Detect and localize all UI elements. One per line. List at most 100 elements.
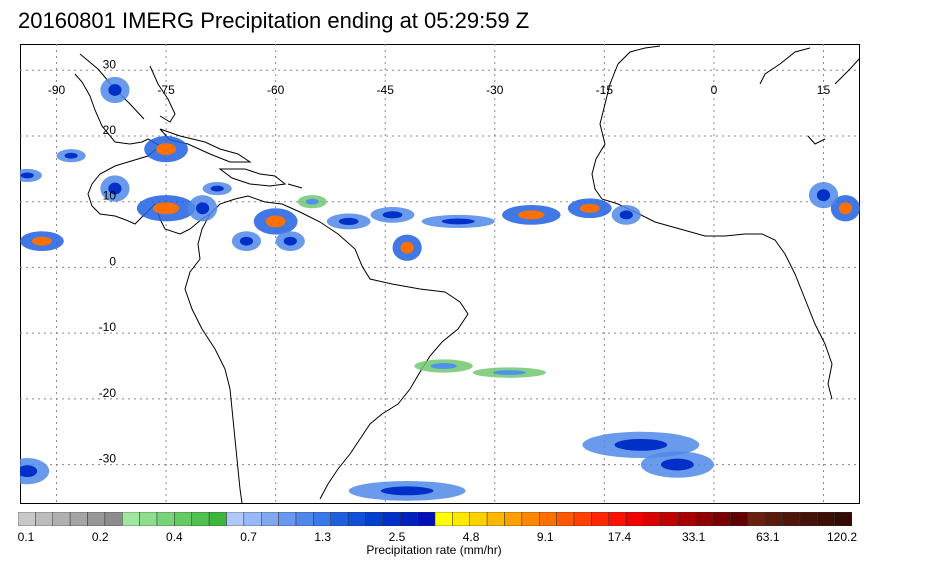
coastlines bbox=[74, 45, 860, 504]
precipitation-field bbox=[20, 76, 860, 501]
lat-tick-label: -30 bbox=[99, 452, 117, 466]
colorbar-swatch bbox=[643, 512, 662, 526]
precip-core bbox=[838, 202, 852, 215]
precip-core bbox=[152, 202, 180, 215]
precip-core bbox=[210, 185, 224, 192]
colorbar-swatch bbox=[469, 512, 488, 526]
colorbar-swatch bbox=[625, 512, 644, 526]
precip-core bbox=[283, 236, 297, 246]
colorbar-label: 2.5 bbox=[388, 530, 406, 544]
precip-core bbox=[518, 210, 545, 220]
colorbar-swatch bbox=[712, 512, 731, 526]
precip-core bbox=[660, 458, 694, 471]
colorbar-swatch bbox=[400, 512, 418, 526]
colorbar-swatch bbox=[226, 512, 245, 526]
gridlines bbox=[20, 44, 860, 504]
colorbar-label: 4.8 bbox=[462, 530, 480, 544]
colorbar-swatch bbox=[295, 512, 314, 526]
colorbar-swatch bbox=[174, 512, 192, 526]
precipitation-map[interactable]: -90 -75 -60 -45 -30 -15 0 15 30 20 10 0 -10 -20 -30 bbox=[20, 44, 860, 504]
precip-core bbox=[382, 211, 403, 219]
precip-core bbox=[32, 236, 52, 246]
precip-core bbox=[380, 486, 434, 496]
precip-core bbox=[20, 465, 38, 478]
colorbar-label: 1.3 bbox=[314, 530, 332, 544]
colorbar-label: 120.2 bbox=[826, 530, 858, 544]
precip-core bbox=[265, 215, 286, 228]
axis-tick-labels: -90 -75 -60 -45 -30 -15 0 15 30 20 10 0 -10 -20 -30 bbox=[48, 57, 831, 465]
precip-core bbox=[239, 236, 254, 246]
lon-tick-label: -45 bbox=[377, 83, 395, 97]
precip-core bbox=[579, 203, 600, 213]
colorbar-title: Precipitation rate (mm/hr) bbox=[366, 543, 502, 557]
colorbar-swatch bbox=[104, 512, 123, 526]
lon-tick-label: -75 bbox=[157, 83, 175, 97]
colorbar-swatch bbox=[817, 512, 835, 526]
lon-tick-label: 15 bbox=[817, 83, 831, 97]
lat-tick-label: 0 bbox=[109, 254, 116, 268]
precip-core bbox=[108, 84, 122, 96]
lat-tick-label: -20 bbox=[99, 386, 117, 400]
colorbar-swatch bbox=[486, 512, 505, 526]
lat-tick-label: 30 bbox=[103, 57, 117, 71]
colorbar-swatch bbox=[834, 512, 852, 526]
colorbar-swatch bbox=[122, 512, 140, 526]
colorbar-label: 0.1 bbox=[17, 530, 35, 544]
map-frame bbox=[20, 44, 860, 504]
colorbar-swatch bbox=[434, 512, 453, 526]
precip-core bbox=[619, 210, 633, 220]
colorbar-label: 0.7 bbox=[240, 530, 257, 544]
precip-core bbox=[156, 143, 176, 156]
lon-tick-label: -90 bbox=[48, 83, 66, 97]
lat-tick-label: 10 bbox=[103, 189, 117, 203]
colorbar-swatch bbox=[608, 512, 627, 526]
colorbar-swatch bbox=[243, 512, 262, 526]
colorbar-swatch bbox=[747, 512, 766, 526]
lat-tick-label: -10 bbox=[99, 320, 117, 334]
lon-tick-label: -30 bbox=[486, 83, 504, 97]
colorbar-labels: 0.1 0.2 0.4 0.7 1.3 2.5 4.8 9.1 17.4 33.1 63.1 120.… bbox=[0, 530, 944, 544]
colorbar-swatch bbox=[139, 512, 158, 526]
colorbar-label: 63.1 bbox=[756, 530, 780, 544]
lon-tick-label: -15 bbox=[596, 83, 614, 97]
colorbar-swatch bbox=[730, 512, 748, 526]
lon-tick-label: 0 bbox=[711, 83, 718, 97]
colorbar-swatch bbox=[52, 512, 71, 526]
colorbar-swatch bbox=[191, 512, 210, 526]
colorbar-label: 33.1 bbox=[681, 530, 706, 544]
map-title: 20160801 IMERG Precipitation ending at 0… bbox=[18, 8, 530, 33]
colorbar-swatch bbox=[417, 512, 436, 526]
colorbar-swatch bbox=[764, 512, 783, 526]
colorbar-swatch bbox=[695, 512, 714, 526]
colorbar-label: 9.1 bbox=[536, 530, 554, 544]
precip-core bbox=[492, 370, 526, 375]
colorbar-swatch bbox=[452, 512, 470, 526]
colorbar-swatch bbox=[330, 512, 349, 526]
lon-tick-label: -60 bbox=[267, 83, 285, 97]
colorbar-swatch bbox=[208, 512, 227, 526]
precip-core bbox=[64, 152, 78, 159]
colorbar-swatch bbox=[799, 512, 818, 526]
colorbar-swatch bbox=[18, 512, 36, 526]
colorbar-swatch bbox=[591, 512, 609, 526]
colorbar-swatch bbox=[573, 512, 592, 526]
colorbar-swatch bbox=[556, 512, 575, 526]
colorbar-swatch bbox=[678, 512, 696, 526]
colorbar-label: 0.4 bbox=[166, 530, 183, 544]
colorbar-swatch bbox=[278, 512, 297, 526]
precip-core bbox=[338, 217, 359, 225]
precip-core bbox=[305, 198, 319, 205]
precip-core bbox=[816, 189, 831, 202]
precip-core bbox=[430, 363, 457, 369]
colorbar-swatch bbox=[539, 512, 557, 526]
precip-core bbox=[20, 172, 34, 179]
precip-core bbox=[441, 218, 475, 225]
colorbar-swatch bbox=[156, 512, 175, 526]
colorbar-swatch bbox=[782, 512, 801, 526]
precip-core bbox=[400, 241, 414, 254]
precip-core bbox=[614, 438, 668, 451]
colorbar-swatch bbox=[382, 512, 401, 526]
colorbar bbox=[18, 512, 852, 526]
colorbar-swatch bbox=[313, 512, 331, 526]
colorbar-label: 17.4 bbox=[607, 530, 632, 544]
